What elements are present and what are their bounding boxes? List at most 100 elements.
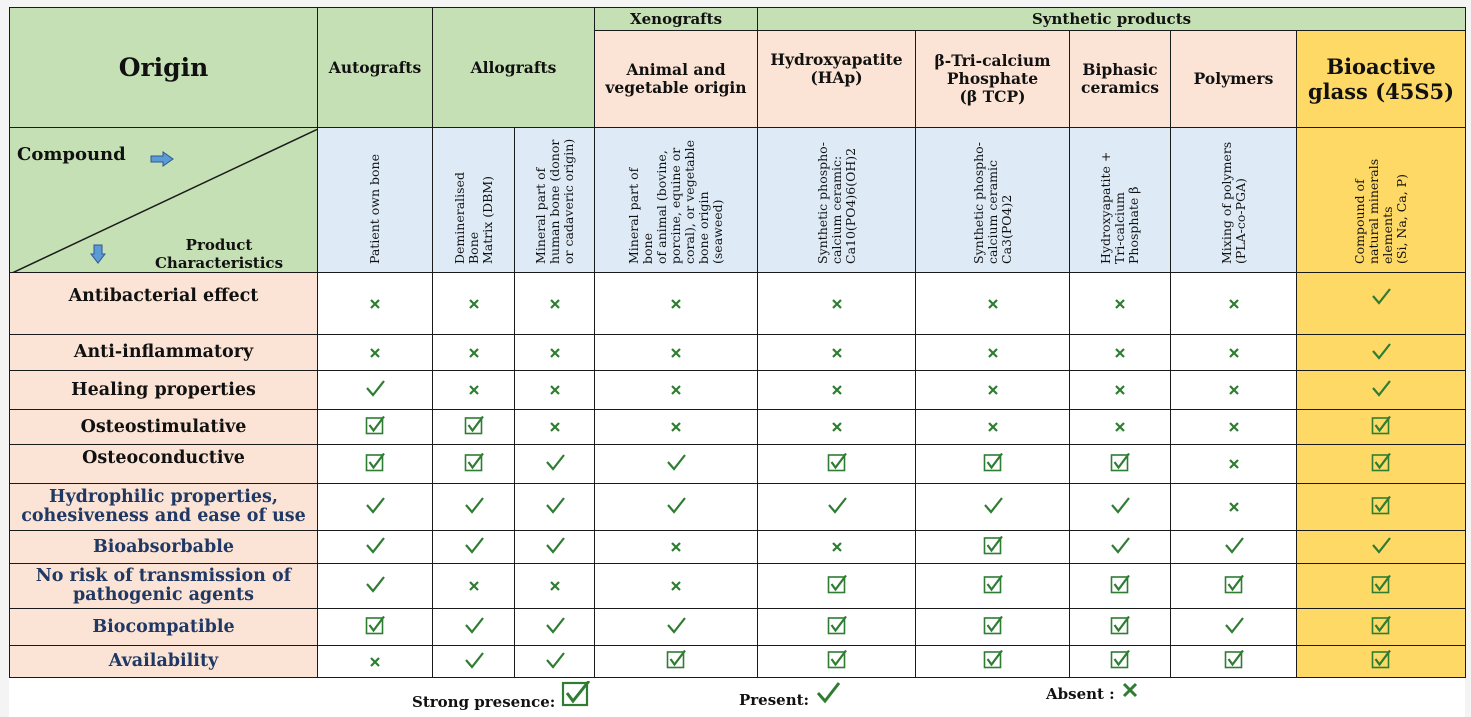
compound-text-line: Mineral part of bone	[626, 167, 655, 264]
rating-cell	[594, 483, 758, 531]
rating-cell	[432, 563, 515, 609]
rating-cell	[317, 444, 433, 484]
rating-cell	[1069, 530, 1171, 564]
characteristic-label-line: Bioabsorbable	[92, 536, 235, 557]
compound-text-line: Demineralised Bone	[451, 171, 481, 264]
rating-cell	[757, 530, 916, 564]
rating-cell	[317, 645, 433, 678]
strong-presence-icon	[1110, 615, 1130, 639]
strong-presence-icon	[464, 452, 484, 476]
rating-cell	[1295, 563, 1467, 609]
present-check-icon	[464, 536, 484, 558]
absent-cross-icon	[831, 538, 843, 557]
present-check-icon	[1371, 379, 1391, 401]
rating-cell	[1295, 444, 1467, 484]
compound-text-line: Mixing of polymers	[1218, 141, 1234, 264]
rating-cell	[432, 530, 515, 564]
strong-presence-icon	[1371, 615, 1391, 639]
rating-cell	[432, 645, 515, 678]
strong-presence-icon	[1371, 415, 1391, 439]
biphasic-header-line-1: Biphasic	[1082, 60, 1158, 79]
compound-text-line: Hydroxyapatite +	[1098, 151, 1113, 264]
absent-cross-icon	[670, 381, 682, 400]
characteristic-label-line: pathogenic agents	[73, 585, 254, 605]
rating-cell	[432, 272, 515, 335]
compound-cell-4: Synthetic phospho-calcium ceramic: Ca10(P…	[757, 127, 916, 273]
characteristic-label: Anti-inflammatory	[9, 334, 318, 371]
characteristic-label: Availability	[9, 645, 318, 678]
rating-cell	[1069, 483, 1171, 531]
rating-cell	[915, 444, 1070, 484]
absent-cross-icon	[369, 344, 381, 363]
compound-text-line: calcium ceramic	[984, 159, 1000, 264]
rating-cell	[594, 409, 758, 445]
present-check-icon	[464, 651, 484, 673]
strong-presence-icon	[1371, 495, 1391, 519]
present-check-icon	[983, 496, 1003, 518]
animal-header-line-1: Animal and	[626, 60, 726, 79]
rating-cell	[514, 608, 595, 646]
absent-cross-icon	[1114, 344, 1126, 363]
absent-cross-icon	[831, 344, 843, 363]
hap-header-line-1: Hydroxyapatite	[770, 50, 903, 69]
strong-presence-icon	[827, 574, 847, 598]
bioglass-header-line-2: glass (45S5)	[1307, 79, 1455, 104]
characteristic-label: Bioabsorbable	[9, 530, 318, 564]
bioactive-glass-header: Bioactive glass (45S5)	[1295, 30, 1467, 128]
animal-header-line-2: vegetable origin	[605, 78, 747, 97]
absent-cross-icon	[831, 295, 843, 314]
present-check-icon	[545, 453, 565, 475]
absent-cross-icon	[987, 381, 999, 400]
rating-cell	[1069, 272, 1171, 335]
rating-cell	[514, 444, 595, 484]
compound-cell-2: Mineral part of human bone (donor or cadav…	[514, 127, 595, 273]
rating-cell	[432, 370, 515, 410]
rating-cell	[514, 563, 595, 609]
compound-text-line: Matrix (DBM)	[479, 175, 495, 264]
compound-text-line: Patient own bone	[367, 153, 382, 264]
btcp-header-line-1: β-Tri-calcium	[934, 51, 1051, 70]
rating-cell	[514, 530, 595, 564]
absent-cross-icon	[549, 295, 561, 314]
present-check-icon	[365, 496, 385, 518]
present-check-icon	[545, 651, 565, 673]
present-check-icon	[666, 496, 686, 518]
present-check-icon	[666, 453, 686, 475]
rating-cell	[1170, 334, 1297, 371]
compound-text-line: Compound of	[1352, 178, 1368, 264]
rating-cell	[432, 334, 515, 371]
rating-cell	[317, 563, 433, 609]
bioglass-header-line-1: Bioactive	[1326, 54, 1436, 79]
strong-presence-icon	[1110, 649, 1130, 673]
rating-cell	[757, 483, 916, 531]
characteristic-label-line: Anti-inflammatory	[73, 342, 254, 362]
rating-cell	[1170, 272, 1297, 335]
absent-cross-icon	[549, 418, 561, 437]
biphasic-header-line-2: ceramics	[1081, 78, 1159, 97]
compound-text-line: calcium ceramic:	[828, 155, 844, 264]
compound-cell-3: Mineral part of bone of animal (bovine, po…	[594, 127, 758, 273]
characteristic-label-line: Antibacterial effect	[68, 286, 259, 306]
rating-cell	[757, 272, 916, 335]
xenografts-group-header: Xenografts	[594, 7, 758, 31]
rating-cell	[1170, 409, 1297, 445]
rating-cell	[1069, 444, 1171, 484]
rating-cell	[757, 563, 916, 609]
compound-text-line: Ca3(PO4)2	[998, 194, 1014, 264]
rating-cell	[514, 334, 595, 371]
characteristic-row: Bioabsorbable	[9, 530, 1467, 564]
rating-cell	[757, 444, 916, 484]
rating-cell	[594, 563, 758, 609]
rating-cell	[594, 608, 758, 646]
rating-cell	[514, 645, 595, 678]
compound-cell-1: Demineralised Bone Matrix (DBM)	[432, 127, 515, 273]
characteristic-row: Hydrophilic properties, cohesiveness and …	[9, 483, 1467, 531]
rating-cell	[514, 409, 595, 445]
strong-presence-icon	[1110, 574, 1130, 598]
rating-cell	[1295, 334, 1467, 371]
rating-cell	[1295, 530, 1467, 564]
characteristic-label-line: No risk of transmission of	[35, 566, 292, 586]
strong-presence-icon	[1224, 574, 1244, 598]
characteristic-row: Osteoconductive	[9, 444, 1467, 484]
present-check-icon	[365, 379, 385, 401]
